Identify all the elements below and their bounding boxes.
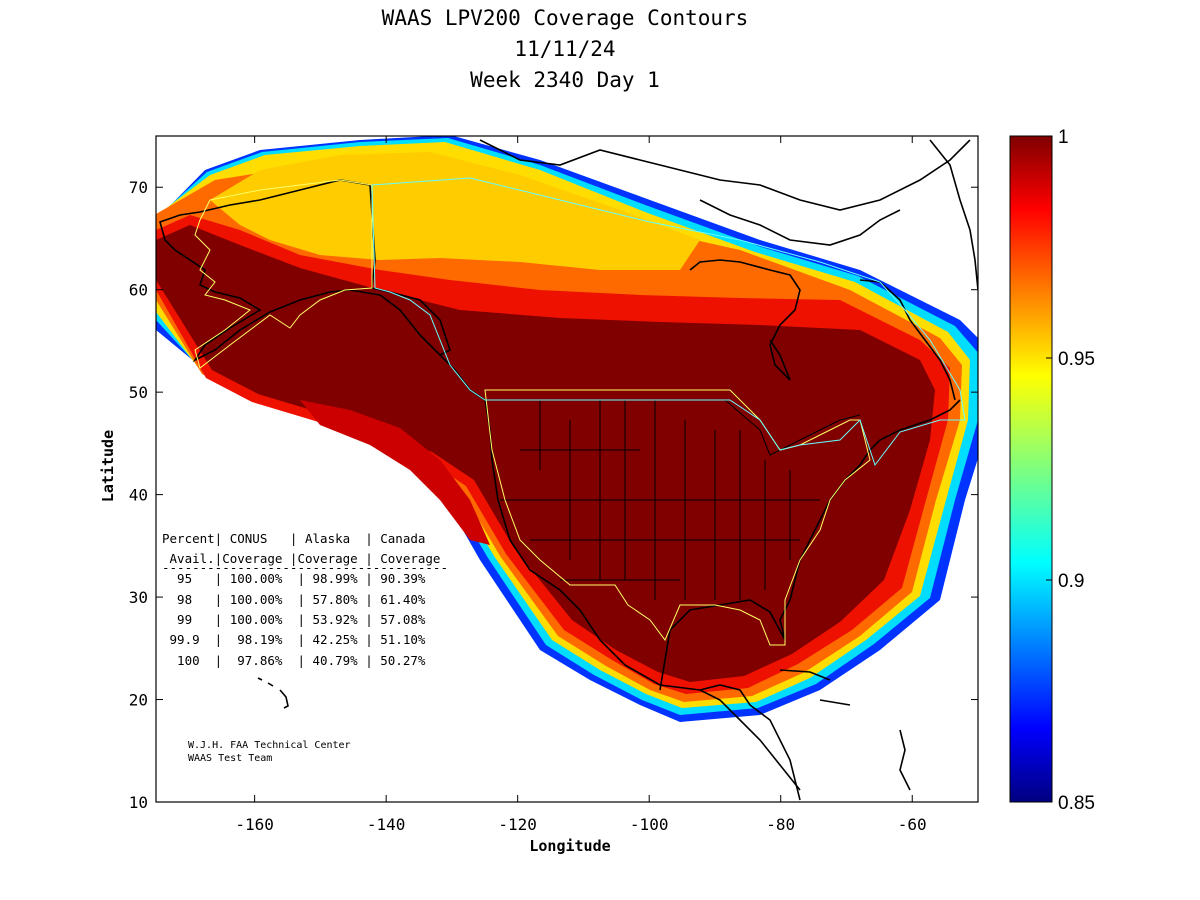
y-tick-label: 60 <box>129 281 148 300</box>
x-axis: -160 -140 -120 -100 -80 -60 <box>235 136 927 834</box>
coastline-arctic-islands <box>479 139 971 211</box>
y-tick-label: 10 <box>129 793 148 812</box>
x-tick-label: -160 <box>235 815 274 834</box>
table-header-line1: Percent| CONUS | Alaska | Canada <box>162 531 425 546</box>
y-axis-label: Latitude <box>99 430 117 502</box>
colorbar-tick-label: 0.9 <box>1058 571 1084 592</box>
colorbar-tick-label: 0.85 <box>1058 793 1095 814</box>
chart-title-line3: Week 2340 Day 1 <box>470 68 660 92</box>
credit-line1: W.J.H. FAA Technical Center <box>188 740 351 751</box>
table-row: 98 | 100.00% | 57.80% | 61.40% <box>162 592 426 607</box>
colorbar-tick-label: 1 <box>1058 127 1069 148</box>
y-tick-label: 70 <box>129 178 148 197</box>
chart-title-line1: WAAS LPV200 Coverage Contours <box>381 6 749 30</box>
y-tick-label: 20 <box>129 691 148 710</box>
canada-outline <box>371 177 966 467</box>
chart-title-line2: 11/11/24 <box>514 37 616 61</box>
y-tick-label: 40 <box>129 486 148 505</box>
coverage-table: Percent| CONUS | Alaska | Canada Avail.|… <box>162 531 448 668</box>
table-row: 99.9 | 98.19% | 42.25% | 51.10% <box>162 632 426 647</box>
region-outlines <box>194 177 966 646</box>
coastline-hudson <box>689 259 801 381</box>
x-tick-label: -120 <box>498 815 537 834</box>
coastline-caribbean <box>779 669 911 791</box>
x-tick-label: -60 <box>898 815 927 834</box>
y-tick-label: 30 <box>129 588 148 607</box>
table-row: 100 | 97.86% | 40.79% | 50.27% <box>162 653 426 668</box>
y-tick-label: 50 <box>129 383 148 402</box>
coastline-alaska <box>159 179 451 363</box>
x-tick-label: -140 <box>367 815 406 834</box>
coastline-pacific <box>439 354 801 801</box>
colorbar-ticks: 1 0.95 0.9 0.85 <box>1046 127 1095 814</box>
contour-band-red-inner <box>300 400 490 545</box>
credit-line2: WAAS Test Team <box>188 753 272 764</box>
hawaii-islands <box>257 677 289 709</box>
x-axis-label: Longitude <box>529 837 610 855</box>
coastline-greenland <box>929 139 978 291</box>
colorbar <box>1009 135 1053 803</box>
conus-outline <box>484 389 871 646</box>
x-tick-label: -100 <box>630 815 669 834</box>
coastlines <box>159 139 978 801</box>
table-row: 99 | 100.00% | 53.92% | 57.08% <box>162 612 426 627</box>
coastline-central-america <box>699 689 801 791</box>
y-axis: 10 20 30 40 50 60 70 <box>129 178 978 812</box>
plot-frame <box>155 135 979 803</box>
colorbar-tick-label: 0.95 <box>1058 349 1095 370</box>
coastline-arctic-islands-2 <box>699 199 901 246</box>
table-row: 95 | 100.00% | 98.99% | 90.39% <box>162 571 426 586</box>
x-tick-label: -80 <box>766 815 795 834</box>
table-header-line2: Avail.|Coverage |Coverage | Coverage <box>162 551 440 566</box>
table-rule: -------------------------------------- <box>162 560 448 575</box>
